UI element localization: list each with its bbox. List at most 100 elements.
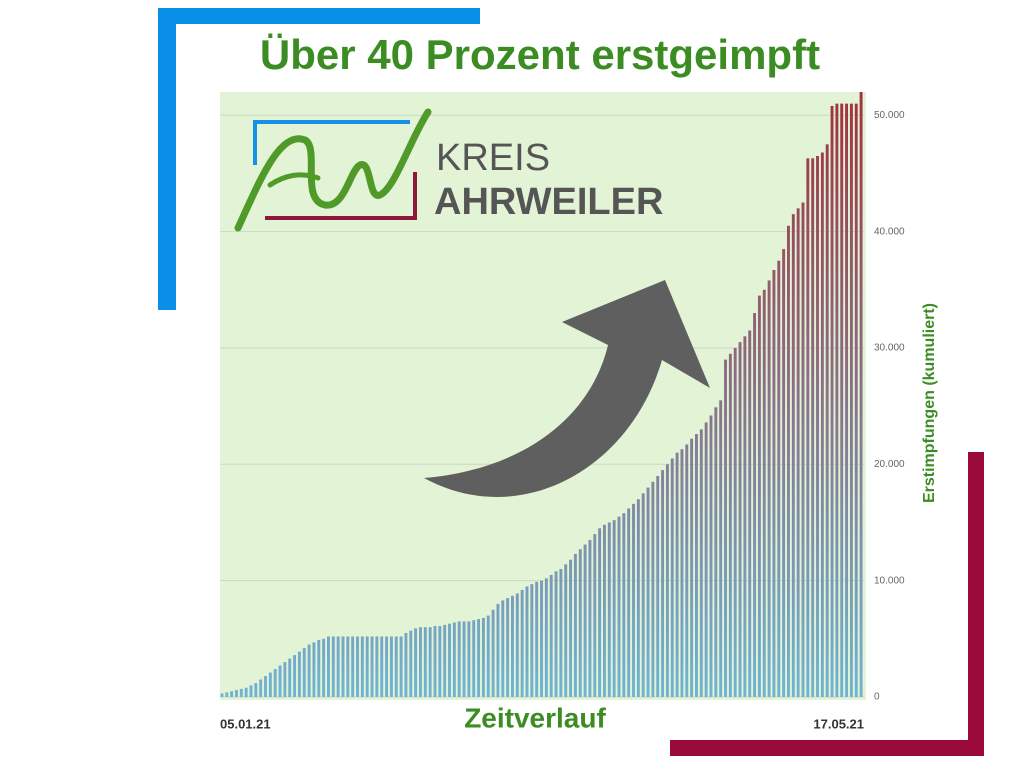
bar xyxy=(317,639,321,697)
bar xyxy=(849,103,853,697)
bar xyxy=(375,636,379,697)
logo-swoosh xyxy=(234,108,432,232)
bar xyxy=(254,683,258,697)
bar xyxy=(796,208,800,697)
bar xyxy=(598,528,602,697)
bar xyxy=(641,493,645,697)
bar xyxy=(772,270,776,697)
bar xyxy=(259,679,263,697)
bar xyxy=(636,499,640,697)
bar xyxy=(791,214,795,698)
bar xyxy=(588,539,592,697)
bar xyxy=(302,648,306,697)
bar xyxy=(670,458,674,697)
bar xyxy=(806,158,810,697)
bar xyxy=(312,642,316,697)
red-bracket-horizontal xyxy=(670,740,984,756)
bar xyxy=(336,636,340,697)
bar xyxy=(268,672,272,697)
bar xyxy=(428,627,432,697)
bar xyxy=(554,571,558,697)
bar xyxy=(685,444,689,697)
bar xyxy=(845,103,849,697)
bar xyxy=(767,280,771,697)
bar xyxy=(656,475,660,697)
bar xyxy=(341,636,345,697)
bar xyxy=(859,92,863,697)
bar xyxy=(738,342,742,697)
bar xyxy=(356,636,359,697)
bar xyxy=(297,651,301,697)
bar xyxy=(651,481,655,697)
bar xyxy=(360,636,364,697)
bar xyxy=(603,524,606,697)
bar xyxy=(491,609,495,697)
y-tick-label: 30.000 xyxy=(874,343,905,354)
bar xyxy=(433,626,437,697)
bar xyxy=(327,636,330,697)
bar xyxy=(627,508,631,697)
bar xyxy=(448,623,451,697)
bar xyxy=(680,449,684,697)
x-tick-label: 05.01.21 xyxy=(220,716,271,731)
bar xyxy=(544,578,548,697)
bar xyxy=(559,569,563,697)
bar xyxy=(419,627,422,697)
y-tick-label: 40.000 xyxy=(874,226,905,237)
chart-title: Über 40 Prozent erstgeimpft xyxy=(260,31,820,78)
bar xyxy=(564,564,568,697)
bar xyxy=(230,691,234,697)
logo-blue-line xyxy=(253,120,410,165)
bar xyxy=(477,619,481,697)
bar xyxy=(816,155,819,698)
bar xyxy=(661,470,665,697)
bar xyxy=(331,636,335,697)
bar xyxy=(273,669,277,697)
bar xyxy=(399,636,403,697)
bar xyxy=(782,249,786,697)
bar xyxy=(438,626,442,697)
bar xyxy=(220,693,224,697)
bar xyxy=(617,516,621,697)
logo-text: AHRWEILER xyxy=(434,181,663,223)
bar xyxy=(646,487,650,697)
bar xyxy=(511,595,514,697)
bar xyxy=(748,330,752,697)
bar xyxy=(264,676,267,697)
y-tick-label: 0 xyxy=(874,692,880,703)
bar xyxy=(322,638,326,697)
bar xyxy=(414,628,418,697)
bar xyxy=(472,620,476,697)
bar xyxy=(854,103,858,697)
bar xyxy=(728,353,732,697)
bar xyxy=(801,202,805,697)
bars xyxy=(220,92,863,698)
bar xyxy=(370,636,374,697)
bar xyxy=(762,289,766,697)
x-axis-label: Zeitverlauf xyxy=(464,702,606,733)
bar xyxy=(365,636,369,697)
bar xyxy=(540,580,543,697)
bar xyxy=(293,655,297,697)
bar xyxy=(704,422,708,697)
bar xyxy=(612,520,616,697)
bar xyxy=(481,617,485,697)
logo-swoosh xyxy=(267,172,321,188)
arrow xyxy=(424,280,710,497)
bar xyxy=(283,662,287,697)
bar xyxy=(811,158,815,697)
bar xyxy=(346,636,350,697)
bar xyxy=(569,559,573,697)
bar xyxy=(777,260,781,697)
bar xyxy=(409,630,413,697)
logo-red-line xyxy=(265,172,417,220)
bar xyxy=(699,429,703,697)
bar xyxy=(530,584,534,697)
bar xyxy=(714,407,718,697)
bar xyxy=(733,347,737,697)
bar xyxy=(520,589,524,697)
bar xyxy=(549,574,553,697)
bar xyxy=(573,553,577,697)
bar xyxy=(244,687,248,697)
